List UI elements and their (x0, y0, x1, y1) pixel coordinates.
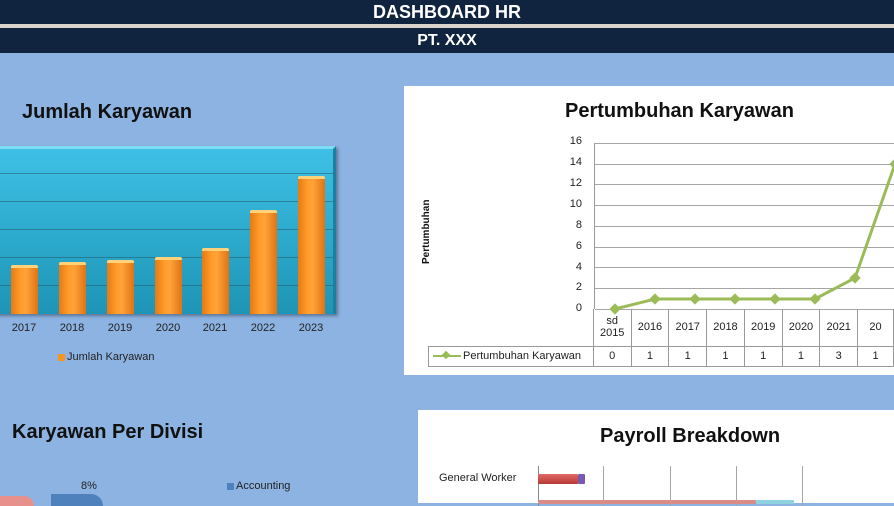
dashboard-title: DASHBOARD HR (0, 0, 894, 24)
category-label: General Worker (439, 472, 517, 484)
legend-label: Accounting (236, 480, 291, 492)
y-tick: 8 (575, 219, 582, 231)
table-cell: 0 (592, 345, 632, 367)
table-cell: 1 (630, 345, 670, 367)
bar-2021[interactable] (202, 248, 229, 314)
gridline (0, 229, 333, 230)
x-label: 2019 (743, 309, 783, 347)
gridline (595, 164, 894, 165)
x-label: 2022 (250, 322, 276, 334)
y-tick: 2 (575, 281, 582, 293)
y-tick: 6 (575, 240, 582, 252)
gridline (595, 267, 894, 268)
bar-general-worker-segment[interactable] (578, 474, 585, 484)
x-label: 2019 (107, 322, 133, 334)
legend-swatch-icon (58, 353, 65, 361)
table-cell: 1 (857, 345, 894, 367)
chart-data-table: sd 2015 2016 2017 2018 2019 2020 2021 20… (428, 309, 894, 367)
x-label: 2023 (298, 322, 324, 334)
bar-2023[interactable] (298, 176, 325, 314)
chart-title: Jumlah Karyawan (22, 101, 193, 123)
data-label: 8% (81, 480, 97, 492)
x-label: 2020 (781, 309, 821, 347)
axis-line (538, 466, 539, 506)
y-tick: 14 (569, 156, 582, 168)
gridline (603, 466, 604, 506)
table-cell: 1 (781, 345, 821, 367)
bar-2018[interactable] (59, 262, 86, 314)
y-tick: 16 (569, 135, 582, 147)
plot-area (0, 146, 336, 314)
gridline (802, 466, 803, 506)
legend-swatch-icon (227, 482, 234, 490)
table-cell: 3 (819, 345, 859, 367)
bar-2019[interactable] (107, 260, 134, 314)
bar-2022[interactable] (250, 210, 277, 314)
pertumbuhan-karyawan-chart[interactable]: Pertumbuhan Karyawan Pertumbuhan 16 14 1… (404, 86, 894, 375)
gridline (595, 184, 894, 185)
gridline (736, 466, 737, 506)
y-tick: 4 (575, 261, 582, 273)
x-label: 2017 (11, 322, 37, 334)
gridline (0, 201, 333, 202)
gridline (595, 226, 894, 227)
gridline (670, 466, 671, 506)
x-label: 20 (857, 309, 894, 347)
table-cell: 1 (743, 345, 783, 367)
pie-slice[interactable] (0, 496, 34, 506)
x-label: 2021 (819, 309, 859, 347)
y-axis-label: Pertumbuhan (421, 199, 432, 264)
gridline (595, 205, 894, 206)
chart-legend: Jumlah Karyawan (58, 351, 154, 363)
table-cell: 1 (668, 345, 708, 367)
x-label: 2021 (202, 322, 228, 334)
header-divider (0, 24, 894, 28)
legend-label: Jumlah Karyawan (67, 351, 155, 363)
x-label: 2018 (59, 322, 85, 334)
gridline (595, 247, 894, 248)
bar-2017[interactable] (11, 265, 38, 314)
series-legend: Pertumbuhan Karyawan (428, 345, 594, 367)
line-marker-icon (433, 355, 461, 358)
bar-next-category[interactable] (538, 500, 756, 504)
chart-title: Karyawan Per Divisi (12, 421, 204, 443)
pie-slice-accounting[interactable] (51, 494, 103, 506)
x-label: 2016 (630, 309, 670, 347)
company-name: PT. XXX (0, 28, 894, 53)
gridline (595, 288, 894, 289)
payroll-breakdown-chart[interactable]: Payroll Breakdown General Worker (418, 410, 894, 506)
line-series[interactable] (595, 143, 894, 315)
gridline (0, 173, 333, 174)
y-tick: 10 (569, 198, 582, 210)
x-label: sd 2015 (592, 309, 632, 347)
bar-next-category-segment[interactable] (756, 500, 794, 504)
y-tick: 0 (575, 302, 582, 314)
plot-area (594, 143, 894, 315)
chart-title: Pertumbuhan Karyawan (565, 100, 794, 122)
x-label: 2018 (706, 309, 745, 347)
bar-general-worker[interactable] (538, 474, 578, 484)
chart-legend: Accounting (227, 480, 290, 492)
bar-2020[interactable] (155, 257, 182, 314)
y-tick: 12 (569, 177, 582, 189)
x-label: 2017 (668, 309, 708, 347)
gridline (595, 143, 894, 144)
chart-title: Payroll Breakdown (600, 425, 781, 447)
x-label: 2020 (155, 322, 181, 334)
table-cell: 1 (706, 345, 745, 367)
